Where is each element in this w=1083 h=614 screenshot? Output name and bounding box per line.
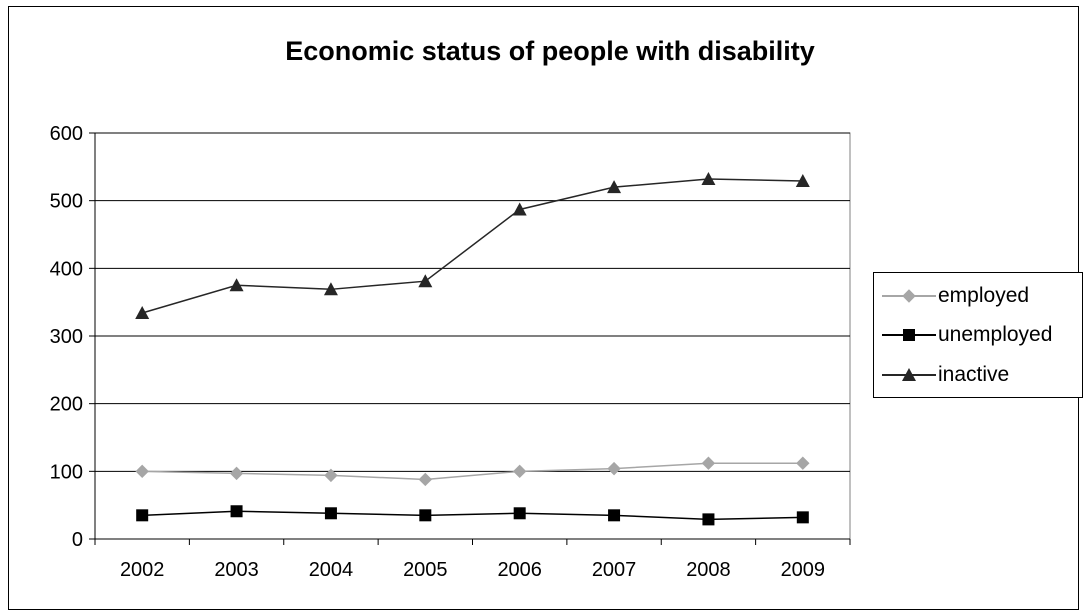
point-unemployed-2005: [419, 509, 432, 522]
legend-item-inactive: inactive: [882, 360, 1009, 390]
x-tick-label-2002: 2002: [120, 559, 165, 581]
point-unemployed-2003: [230, 505, 243, 518]
point-inactive-2003: [229, 278, 244, 292]
point-employed-2002: [135, 464, 149, 479]
point-unemployed-2004: [324, 507, 337, 520]
x-tick-label-2004: 2004: [309, 559, 354, 581]
series-line-unemployed: [142, 510, 803, 521]
point-inactive-2005: [418, 274, 433, 288]
y-tick-label-100: 100: [50, 461, 83, 483]
legend-label-inactive: inactive: [938, 363, 1010, 386]
x-tick-label-2006: 2006: [497, 559, 542, 581]
point-employed-2005: [418, 472, 433, 487]
point-inactive-2007: [607, 180, 622, 194]
point-employed-2007: [607, 461, 621, 476]
point-unemployed-2008: [702, 513, 715, 526]
y-tick-label-500: 500: [50, 191, 83, 213]
x-tick-label-2005: 2005: [403, 559, 448, 581]
legend-swatch-inactive: [882, 368, 936, 381]
chart-legend: employed unemployed inactive: [873, 272, 1083, 398]
point-employed-2008: [701, 456, 716, 470]
y-tick-label-600: 600: [50, 123, 83, 145]
point-unemployed-2002: [136, 509, 149, 522]
point-inactive-2008: [701, 172, 716, 186]
y-tick-label-300: 300: [50, 326, 83, 348]
point-inactive-2002: [135, 305, 150, 319]
legend-item-employed: employed: [882, 281, 1029, 311]
x-tick-label-2007: 2007: [592, 559, 637, 581]
y-tick-label-200: 200: [50, 394, 83, 416]
point-inactive-2009: [795, 174, 810, 188]
x-tick-label-2003: 2003: [214, 559, 259, 581]
point-employed-2003: [229, 466, 244, 481]
chart-title: Economic status of people with disabilit…: [285, 36, 815, 66]
point-unemployed-2006: [513, 507, 526, 520]
legend-label-unemployed: unemployed: [938, 323, 1053, 346]
legend-item-unemployed: unemployed: [882, 320, 1052, 350]
x-tick-label-2008: 2008: [686, 559, 731, 581]
point-employed-2009: [796, 456, 810, 470]
legend-swatch-unemployed: [882, 329, 936, 341]
point-inactive-2006: [512, 202, 527, 216]
point-employed-2004: [324, 468, 338, 483]
series-line-employed: [142, 462, 803, 481]
point-employed-2006: [512, 464, 527, 479]
series-line-inactive: [141, 178, 803, 314]
legend-swatch-employed: [882, 289, 936, 303]
point-unemployed-2007: [608, 509, 621, 522]
x-tick-label-2009: 2009: [781, 559, 826, 581]
point-inactive-2004: [323, 282, 338, 296]
y-tick-label-0: 0: [72, 529, 83, 551]
legend-label-employed: employed: [938, 284, 1030, 307]
y-tick-label-400: 400: [50, 258, 83, 280]
point-unemployed-2009: [796, 511, 809, 524]
